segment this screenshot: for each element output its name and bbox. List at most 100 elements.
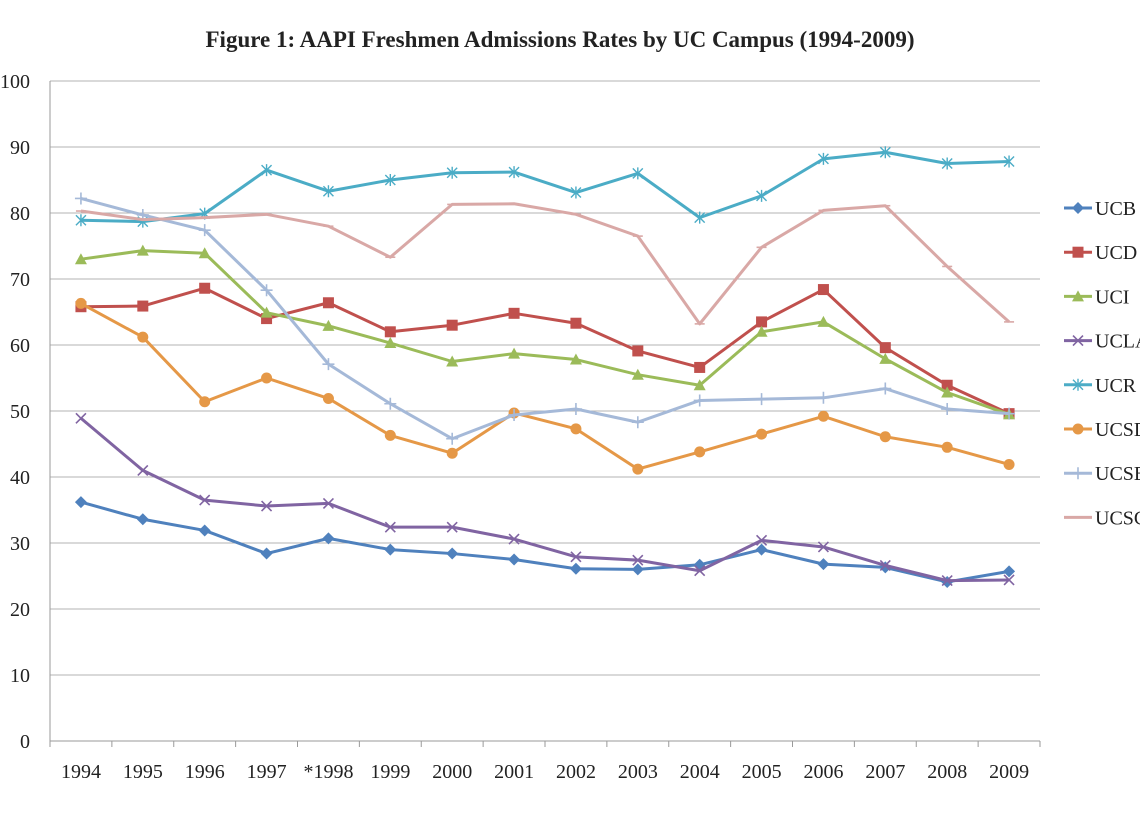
data-point-ucsb xyxy=(74,192,87,205)
legend-marker-ucsb xyxy=(1072,467,1084,480)
legend-label-ucr: UCR xyxy=(1095,375,1137,397)
legend-marker-uci xyxy=(1072,290,1084,302)
x-tick-label: 2006 xyxy=(803,761,843,783)
legend-label-ucd: UCD xyxy=(1095,242,1137,264)
data-point-ucsd xyxy=(817,410,829,422)
legend-item-ucsc: UCSC xyxy=(1064,507,1140,529)
data-point-ucr xyxy=(446,166,458,179)
x-tick-label: 1995 xyxy=(123,761,163,783)
data-point-ucsd xyxy=(261,372,273,384)
series-line-uci xyxy=(80,249,1010,416)
legend: UCB UCD UCI UCLA UCR UCSD UCSB UCSC xyxy=(1064,198,1140,529)
y-tick-label: 90 xyxy=(10,137,30,159)
data-point-ucd xyxy=(879,342,891,354)
data-point-ucla xyxy=(632,554,644,566)
series-ucr xyxy=(75,146,1015,228)
legend-item-ucsb: UCSB xyxy=(1064,463,1140,485)
legend-label-ucla: UCLA xyxy=(1095,331,1140,353)
data-point-ucsb xyxy=(817,391,830,404)
data-point-uci xyxy=(74,253,87,265)
x-tick-label: 1994 xyxy=(61,761,101,783)
series-uci xyxy=(74,244,1016,420)
y-tick-label: 20 xyxy=(10,599,30,621)
series-line-ucsc xyxy=(80,202,1011,326)
data-point-uci xyxy=(384,337,397,349)
data-point-ucsb xyxy=(508,408,521,421)
x-tick-label: 2002 xyxy=(556,761,596,783)
data-point-ucr xyxy=(879,146,891,159)
legend-marker-ucsd xyxy=(1072,423,1084,435)
data-point-ucd xyxy=(261,313,273,325)
data-point-ucd xyxy=(199,282,211,294)
data-point-ucsb xyxy=(446,432,459,445)
data-point-ucr xyxy=(632,167,644,180)
legend-item-ucb: UCB xyxy=(1064,198,1136,220)
x-tick-label: 1996 xyxy=(185,761,225,783)
x-tick-label: 2004 xyxy=(680,761,720,783)
series-ucsb xyxy=(74,192,1016,445)
legend-label-ucsd: UCSD xyxy=(1095,419,1140,441)
data-point-ucd xyxy=(756,316,768,328)
data-point-uci xyxy=(136,244,149,256)
data-point-ucsb xyxy=(631,416,644,429)
data-point-ucd xyxy=(508,307,520,319)
data-point-ucla xyxy=(75,412,87,424)
data-point-ucd xyxy=(570,317,582,329)
legend-marker-ucb xyxy=(1072,202,1084,214)
y-tick-label: 70 xyxy=(10,269,30,291)
data-point-ucsb xyxy=(322,358,335,371)
data-point-ucla xyxy=(446,521,458,533)
legend-item-uci: UCI xyxy=(1064,286,1129,308)
data-point-ucla xyxy=(137,464,149,476)
series-line-ucr xyxy=(80,150,1010,224)
legend-marker-ucd xyxy=(1072,246,1084,258)
data-point-ucla xyxy=(384,521,396,533)
data-point-ucr xyxy=(817,152,829,165)
data-point-ucsd xyxy=(75,297,87,309)
x-tick-label: 2009 xyxy=(989,761,1029,783)
y-tick-label: 10 xyxy=(10,665,30,687)
data-point-ucd xyxy=(137,300,149,312)
data-point-uci xyxy=(755,325,768,337)
legend-item-ucr: UCR xyxy=(1064,375,1137,397)
x-tick-label: 1997 xyxy=(247,761,287,783)
y-tick-label: 100 xyxy=(0,71,30,93)
data-point-uci xyxy=(879,352,892,364)
legend-label-uci: UCI xyxy=(1095,286,1129,308)
series-line-ucsd xyxy=(80,302,1010,471)
legend-label-ucsc: UCSC xyxy=(1095,507,1140,529)
data-point-ucla xyxy=(199,494,211,506)
data-point-ucsb xyxy=(879,382,892,395)
data-point-ucsd xyxy=(322,392,334,404)
grid-lines xyxy=(50,80,1040,742)
data-point-ucd xyxy=(322,297,334,309)
data-point-ucr xyxy=(694,211,706,224)
data-point-uci xyxy=(941,386,954,398)
legend-marker-ucla xyxy=(1072,335,1084,347)
data-point-ucr xyxy=(261,164,273,177)
data-point-ucla xyxy=(941,575,953,587)
data-point-ucb xyxy=(260,547,273,560)
data-point-uci xyxy=(260,306,273,318)
data-point-ucb xyxy=(817,558,830,571)
data-point-ucsb xyxy=(941,403,954,416)
series-ucsd xyxy=(75,297,1015,475)
data-point-ucb xyxy=(384,543,397,556)
data-point-ucb xyxy=(198,524,211,537)
data-point-ucsb xyxy=(260,284,273,297)
data-point-ucr xyxy=(508,166,520,179)
series-ucb xyxy=(74,496,1016,588)
data-point-ucla xyxy=(508,533,520,545)
series-line-ucla xyxy=(79,417,1010,583)
data-point-ucsd xyxy=(384,429,396,441)
data-point-ucsd xyxy=(941,441,953,453)
data-point-ucla xyxy=(817,541,830,553)
legend-marker-ucr xyxy=(1072,378,1084,391)
data-point-ucsb xyxy=(693,394,706,407)
x-tick-label: *1998 xyxy=(303,761,353,783)
data-point-ucla xyxy=(322,497,335,509)
data-point-ucb xyxy=(569,562,582,575)
x-tick-label: 2007 xyxy=(865,761,905,783)
data-point-ucla xyxy=(694,565,706,577)
